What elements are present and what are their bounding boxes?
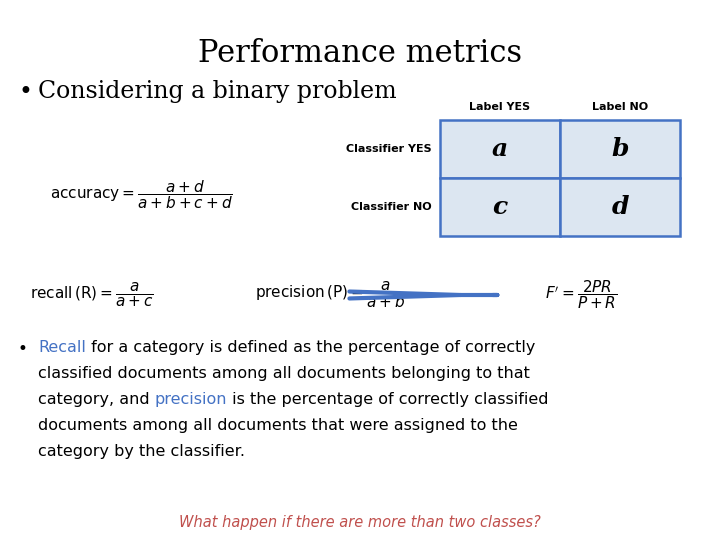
Bar <box>440 178 560 236</box>
Text: What happen if there are more than two classes?: What happen if there are more than two c… <box>179 515 541 530</box>
Text: a: a <box>492 137 508 161</box>
Text: Classifier NO: Classifier NO <box>351 202 432 212</box>
Bar <box>440 120 560 178</box>
Text: Label YES: Label YES <box>469 102 531 112</box>
Text: Recall: Recall <box>38 340 86 355</box>
Text: is the percentage of correctly classified: is the percentage of correctly classifie… <box>228 392 549 407</box>
Text: $\mathrm{recall\,(R)} = \dfrac{a}{a+c}$: $\mathrm{recall\,(R)} = \dfrac{a}{a+c}$ <box>30 281 154 309</box>
Text: classified documents among all documents belonging to that: classified documents among all documents… <box>38 366 530 381</box>
Text: •: • <box>18 340 28 358</box>
Text: $\mathrm{accuracy} = \dfrac{a+d}{a+b+c+d}$: $\mathrm{accuracy} = \dfrac{a+d}{a+b+c+d… <box>50 179 233 211</box>
Text: d: d <box>611 195 629 219</box>
Text: documents among all documents that were assigned to the: documents among all documents that were … <box>38 418 518 433</box>
Bar <box>560 120 680 178</box>
Text: for a category is defined as the percentage of correctly: for a category is defined as the percent… <box>86 340 535 355</box>
Text: Considering a binary problem: Considering a binary problem <box>38 80 397 103</box>
Text: precision: precision <box>155 392 228 407</box>
Text: Classifier YES: Classifier YES <box>346 144 432 154</box>
Text: c: c <box>492 195 508 219</box>
Text: •: • <box>18 80 32 104</box>
Text: b: b <box>611 137 629 161</box>
Text: category, and: category, and <box>38 392 155 407</box>
Text: Performance metrics: Performance metrics <box>198 38 522 69</box>
Bar <box>560 178 680 236</box>
Text: category by the classifier.: category by the classifier. <box>38 444 245 459</box>
Text: $F' = \dfrac{2PR}{P+R}$: $F' = \dfrac{2PR}{P+R}$ <box>545 279 618 312</box>
Text: $\mathrm{precision\,(P)} = \dfrac{a}{a+b}$: $\mathrm{precision\,(P)} = \dfrac{a}{a+b… <box>255 280 406 310</box>
Text: Label NO: Label NO <box>592 102 648 112</box>
